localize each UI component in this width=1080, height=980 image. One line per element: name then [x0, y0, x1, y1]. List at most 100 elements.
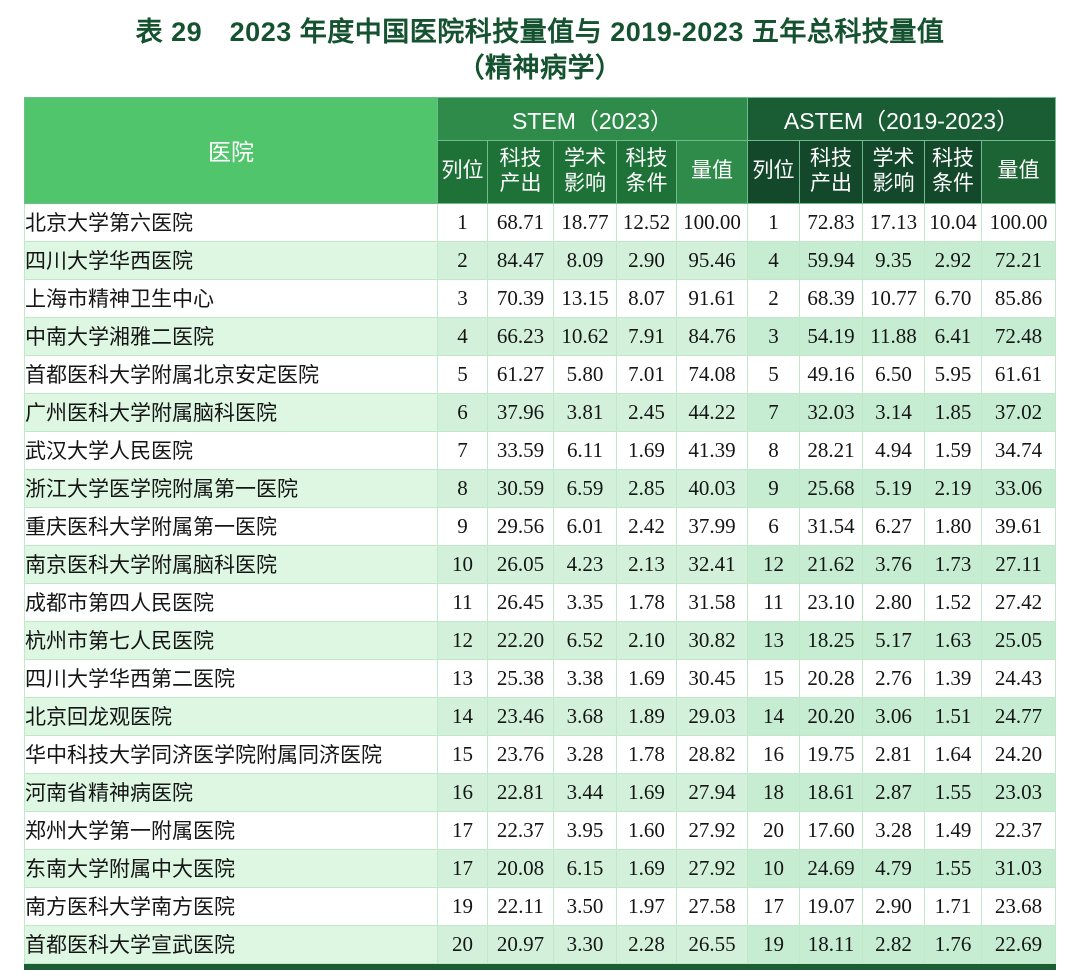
stem-rank: 10	[437, 544, 488, 584]
astem-value: 23.03	[981, 772, 1056, 812]
stem-output: 30.59	[487, 468, 554, 508]
stem-rank: 15	[437, 734, 488, 774]
hospital-name: 南方医科大学南方医院	[24, 886, 438, 926]
stem-impact: 3.35	[553, 582, 617, 622]
astem-impact: 2.76	[862, 658, 925, 698]
astem-condition: 1.59	[924, 430, 982, 470]
stem-output: 23.76	[487, 734, 554, 774]
astem-output: 24.69	[799, 848, 863, 888]
astem-output: 72.83	[799, 202, 863, 242]
astem-condition: 1.39	[924, 658, 982, 698]
astem-condition: 1.71	[924, 886, 982, 926]
hospital-name: 中南大学湘雅二医院	[24, 316, 438, 356]
astem-output: 19.07	[799, 886, 863, 926]
astem-rank: 10	[747, 848, 800, 888]
astem-output: 49.16	[799, 354, 863, 394]
astem-condition: 10.04	[924, 202, 982, 242]
table-row: 首都医科大学附属北京安定医院 5 61.27 5.80 7.01 74.08 5 49.16 6…	[24, 354, 1056, 394]
stem-impact: 13.15	[553, 278, 617, 318]
table-row: 北京大学第六医院 1 68.71 18.77 12.52 100.00 1 72.83 17.1…	[24, 202, 1056, 242]
column-header-astem-rank: 列位	[747, 139, 800, 204]
stem-rank: 17	[437, 810, 488, 850]
astem-output: 28.21	[799, 430, 863, 470]
astem-output: 21.62	[799, 544, 863, 584]
astem-impact: 3.28	[862, 810, 925, 850]
astem-value: 37.02	[981, 392, 1056, 432]
astem-value: 72.21	[981, 240, 1056, 280]
astem-rank: 9	[747, 468, 800, 508]
astem-value: 22.69	[981, 924, 1056, 964]
stem-impact: 6.59	[553, 468, 617, 508]
astem-impact: 3.06	[862, 696, 925, 736]
stem-rank: 11	[437, 582, 488, 622]
hospital-name: 河南省精神病医院	[24, 772, 438, 812]
astem-output: 20.20	[799, 696, 863, 736]
astem-output: 54.19	[799, 316, 863, 356]
astem-output: 32.03	[799, 392, 863, 432]
stem-condition: 2.10	[616, 620, 677, 660]
stem-impact: 6.11	[553, 430, 617, 470]
group-header-row: 医院 STEM（2023） ASTEM（2019-2023）	[24, 96, 1056, 204]
astem-value: 25.05	[981, 620, 1056, 660]
stem-condition: 1.78	[616, 582, 677, 622]
astem-condition: 1.51	[924, 696, 982, 736]
astem-condition: 2.19	[924, 468, 982, 508]
hospital-name: 北京大学第六医院	[24, 202, 438, 242]
title-line1: 表 29 2023 年度中国医院科技量值与 2019-2023 五年总科技量值	[135, 17, 945, 47]
astem-condition: 2.92	[924, 240, 982, 280]
table-bottom-bar	[24, 963, 1056, 970]
stem-value: 31.58	[676, 582, 748, 622]
astem-impact: 4.94	[862, 430, 925, 470]
stem-value: 30.82	[676, 620, 748, 660]
astem-rank: 7	[747, 392, 800, 432]
stem-output: 23.46	[487, 696, 554, 736]
hospital-name: 华中科技大学同济医学院附属同济医院	[24, 734, 438, 774]
astem-output: 17.60	[799, 810, 863, 850]
hospital-name: 上海市精神卫生中心	[24, 278, 438, 318]
stem-value: 84.76	[676, 316, 748, 356]
stem-rank: 5	[437, 354, 488, 394]
hospital-name: 广州医科大学附属脑科医院	[24, 392, 438, 432]
stem-impact: 3.28	[553, 734, 617, 774]
stem-output: 20.08	[487, 848, 554, 888]
stem-value: 95.46	[676, 240, 748, 280]
stem-rank: 16	[437, 772, 488, 812]
stem-output: 22.37	[487, 810, 554, 850]
astem-impact: 10.77	[862, 278, 925, 318]
hospital-name: 郑州大学第一附属医院	[24, 810, 438, 850]
stem-impact: 3.44	[553, 772, 617, 812]
stem-value: 91.61	[676, 278, 748, 318]
stem-output: 84.47	[487, 240, 554, 280]
stem-condition: 1.69	[616, 848, 677, 888]
astem-impact: 3.14	[862, 392, 925, 432]
astem-rank: 4	[747, 240, 800, 280]
stem-condition: 2.13	[616, 544, 677, 584]
astem-rank: 14	[747, 696, 800, 736]
astem-condition: 6.70	[924, 278, 982, 318]
astem-output: 68.39	[799, 278, 863, 318]
astem-condition: 1.76	[924, 924, 982, 964]
stem-condition: 1.97	[616, 886, 677, 926]
table-row: 四川大学华西第二医院 13 25.38 3.38 1.69 30.45 15 20.28 2.7…	[24, 658, 1056, 698]
table-row: 四川大学华西医院 2 84.47 8.09 2.90 95.46 4 59.94 9.35 2.9…	[24, 240, 1056, 280]
stem-condition: 1.78	[616, 734, 677, 774]
stem-output: 26.05	[487, 544, 554, 584]
stem-output: 29.56	[487, 506, 554, 546]
stem-impact: 18.77	[553, 202, 617, 242]
astem-value: 34.74	[981, 430, 1056, 470]
stem-impact: 6.01	[553, 506, 617, 546]
astem-impact: 2.82	[862, 924, 925, 964]
astem-rank: 18	[747, 772, 800, 812]
stem-value: 44.22	[676, 392, 748, 432]
stem-impact: 3.95	[553, 810, 617, 850]
stem-rank: 3	[437, 278, 488, 318]
stem-condition: 7.01	[616, 354, 677, 394]
astem-value: 85.86	[981, 278, 1056, 318]
astem-rank: 12	[747, 544, 800, 584]
astem-output: 31.54	[799, 506, 863, 546]
stem-condition: 2.90	[616, 240, 677, 280]
table-row: 武汉大学人民医院 7 33.59 6.11 1.69 41.39 8 28.21 4.94 1.5…	[24, 430, 1056, 470]
stem-condition: 12.52	[616, 202, 677, 242]
table-row: 浙江大学医学院附属第一医院 8 30.59 6.59 2.85 40.03 9 25.68 5.…	[24, 468, 1056, 508]
